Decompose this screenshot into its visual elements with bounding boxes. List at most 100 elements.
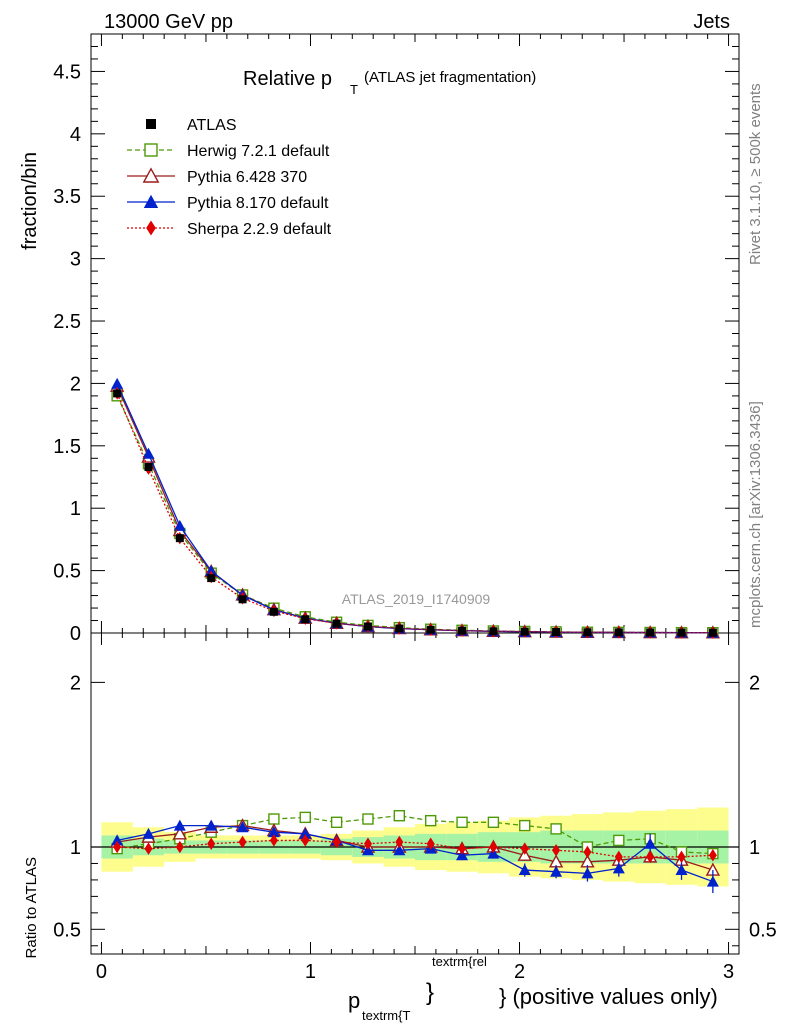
data-series (113, 389, 717, 637)
x-tick-label: 2 (514, 961, 525, 983)
y-tick-label-top: 3 (70, 249, 81, 271)
y-tick-label-top: 4.5 (53, 61, 81, 83)
y-tick-label-top: 2 (70, 373, 81, 395)
point-ratio (519, 819, 531, 832)
point-ratio (706, 875, 719, 887)
series-line-ratio (117, 839, 713, 858)
point-ratio (677, 850, 686, 864)
point-ratio (456, 816, 468, 829)
point-ratio (487, 816, 500, 829)
point-ratio (489, 840, 498, 854)
point-ratio (175, 840, 184, 854)
point-top (142, 447, 155, 459)
point-ratio (581, 867, 594, 879)
mcplots-label: mcplots.cern.ch [arXiv:1306.3436] (747, 401, 764, 628)
y-tick-label-top: 0.5 (53, 561, 81, 583)
point-ratio (238, 835, 247, 849)
rivet-label: Rivet 3.1.10, ≥ 500k events (747, 83, 764, 265)
point-top (205, 564, 218, 576)
point-top (111, 377, 124, 389)
point-ratio (583, 845, 592, 859)
point-ratio (612, 862, 625, 874)
data-point (520, 627, 529, 636)
bottom-panel (90, 632, 740, 955)
data-point (677, 628, 686, 637)
title-main: Relative p (243, 68, 332, 90)
data-point (175, 534, 184, 543)
legend-label: ATLAS (187, 117, 237, 134)
legend-marker (146, 119, 156, 129)
point-ratio (550, 865, 563, 877)
point-ratio (552, 844, 561, 857)
y-tick-label-top: 1 (70, 498, 81, 520)
legend-label: Pythia 6.428 370 (187, 169, 307, 186)
legend-label: Pythia 8.170 default (187, 195, 329, 212)
x-tick-label: 1 (305, 961, 316, 983)
legend: ATLAS Herwig 7.2.1 default Pythia 6.428 37… (127, 117, 332, 238)
data-point (708, 628, 717, 637)
point-ratio (236, 821, 249, 833)
data-point (332, 619, 341, 628)
title-sub: T (350, 82, 358, 97)
data-point (113, 389, 122, 398)
xlabel-sub: textrm{T (362, 1008, 410, 1023)
point-ratio (675, 864, 688, 876)
point-ratio (269, 834, 278, 847)
point-ratio (268, 813, 280, 825)
point-ratio (332, 835, 341, 849)
legend-marker (146, 220, 156, 236)
analysis-watermark: ATLAS_2019_I1740909 (342, 591, 491, 607)
point-ratio (205, 819, 218, 831)
point-ratio (299, 827, 312, 839)
x-tick-label: 3 (723, 961, 734, 983)
point-ratio (424, 814, 437, 827)
legend-item: Herwig 7.2.1 default (127, 143, 330, 160)
point-ratio (520, 842, 529, 855)
point-ratio (708, 848, 717, 862)
point-ratio (646, 850, 655, 864)
legend-item: Pythia 8.170 default (127, 194, 329, 212)
chart-title: Relative p T (ATLAS jet fragmentation) (243, 68, 536, 97)
y-tick-label-top: 1.5 (53, 436, 81, 458)
legend-marker (142, 167, 160, 183)
point-ratio (113, 840, 122, 854)
data-point (144, 463, 153, 472)
series-0 (111, 390, 719, 860)
data-point (363, 622, 372, 631)
point-ratio (613, 834, 625, 847)
point-ratio (207, 837, 216, 850)
point-ratio (393, 810, 406, 822)
legend-label: Sherpa 2.2.9 default (187, 221, 332, 238)
point-ratio (518, 864, 531, 876)
data-point (301, 615, 310, 624)
point-ratio (301, 834, 310, 847)
y-axis-label-top: fraction/bin (19, 152, 41, 250)
y-tick-label-bottom-right: 2 (749, 672, 760, 694)
y-tick-label-top: 0 (70, 623, 81, 645)
xlabel-tail: } (positive values only) (499, 984, 718, 1009)
title-suffix: (ATLAS jet fragmentation) (364, 69, 536, 86)
series-line-top (116, 393, 713, 634)
point-ratio (144, 842, 153, 855)
series-layer (109, 377, 721, 894)
point-ratio (267, 826, 280, 838)
y-tick-label-bottom: 0.5 (53, 919, 81, 941)
point-ratio (142, 827, 155, 839)
point-ratio (173, 819, 186, 831)
data-point (614, 628, 623, 637)
series-line-ratio (117, 824, 714, 871)
data-point (238, 595, 247, 604)
header-right: Jets (693, 11, 730, 33)
point-ratio (644, 837, 657, 849)
xlabel-p: p (348, 988, 360, 1013)
legend-item: Sherpa 2.2.9 default (127, 220, 332, 238)
data-point (426, 625, 435, 634)
y-tick-label-top: 2.5 (53, 311, 81, 333)
point-ratio (458, 842, 467, 855)
point-ratio (550, 823, 562, 835)
data-point (646, 628, 655, 637)
point-ratio (393, 844, 406, 856)
y-tick-label-top: 4 (70, 124, 81, 146)
y-axis-label-bottom: Ratio to ATLAS (23, 857, 40, 958)
bottom-panel-frame (90, 632, 740, 955)
